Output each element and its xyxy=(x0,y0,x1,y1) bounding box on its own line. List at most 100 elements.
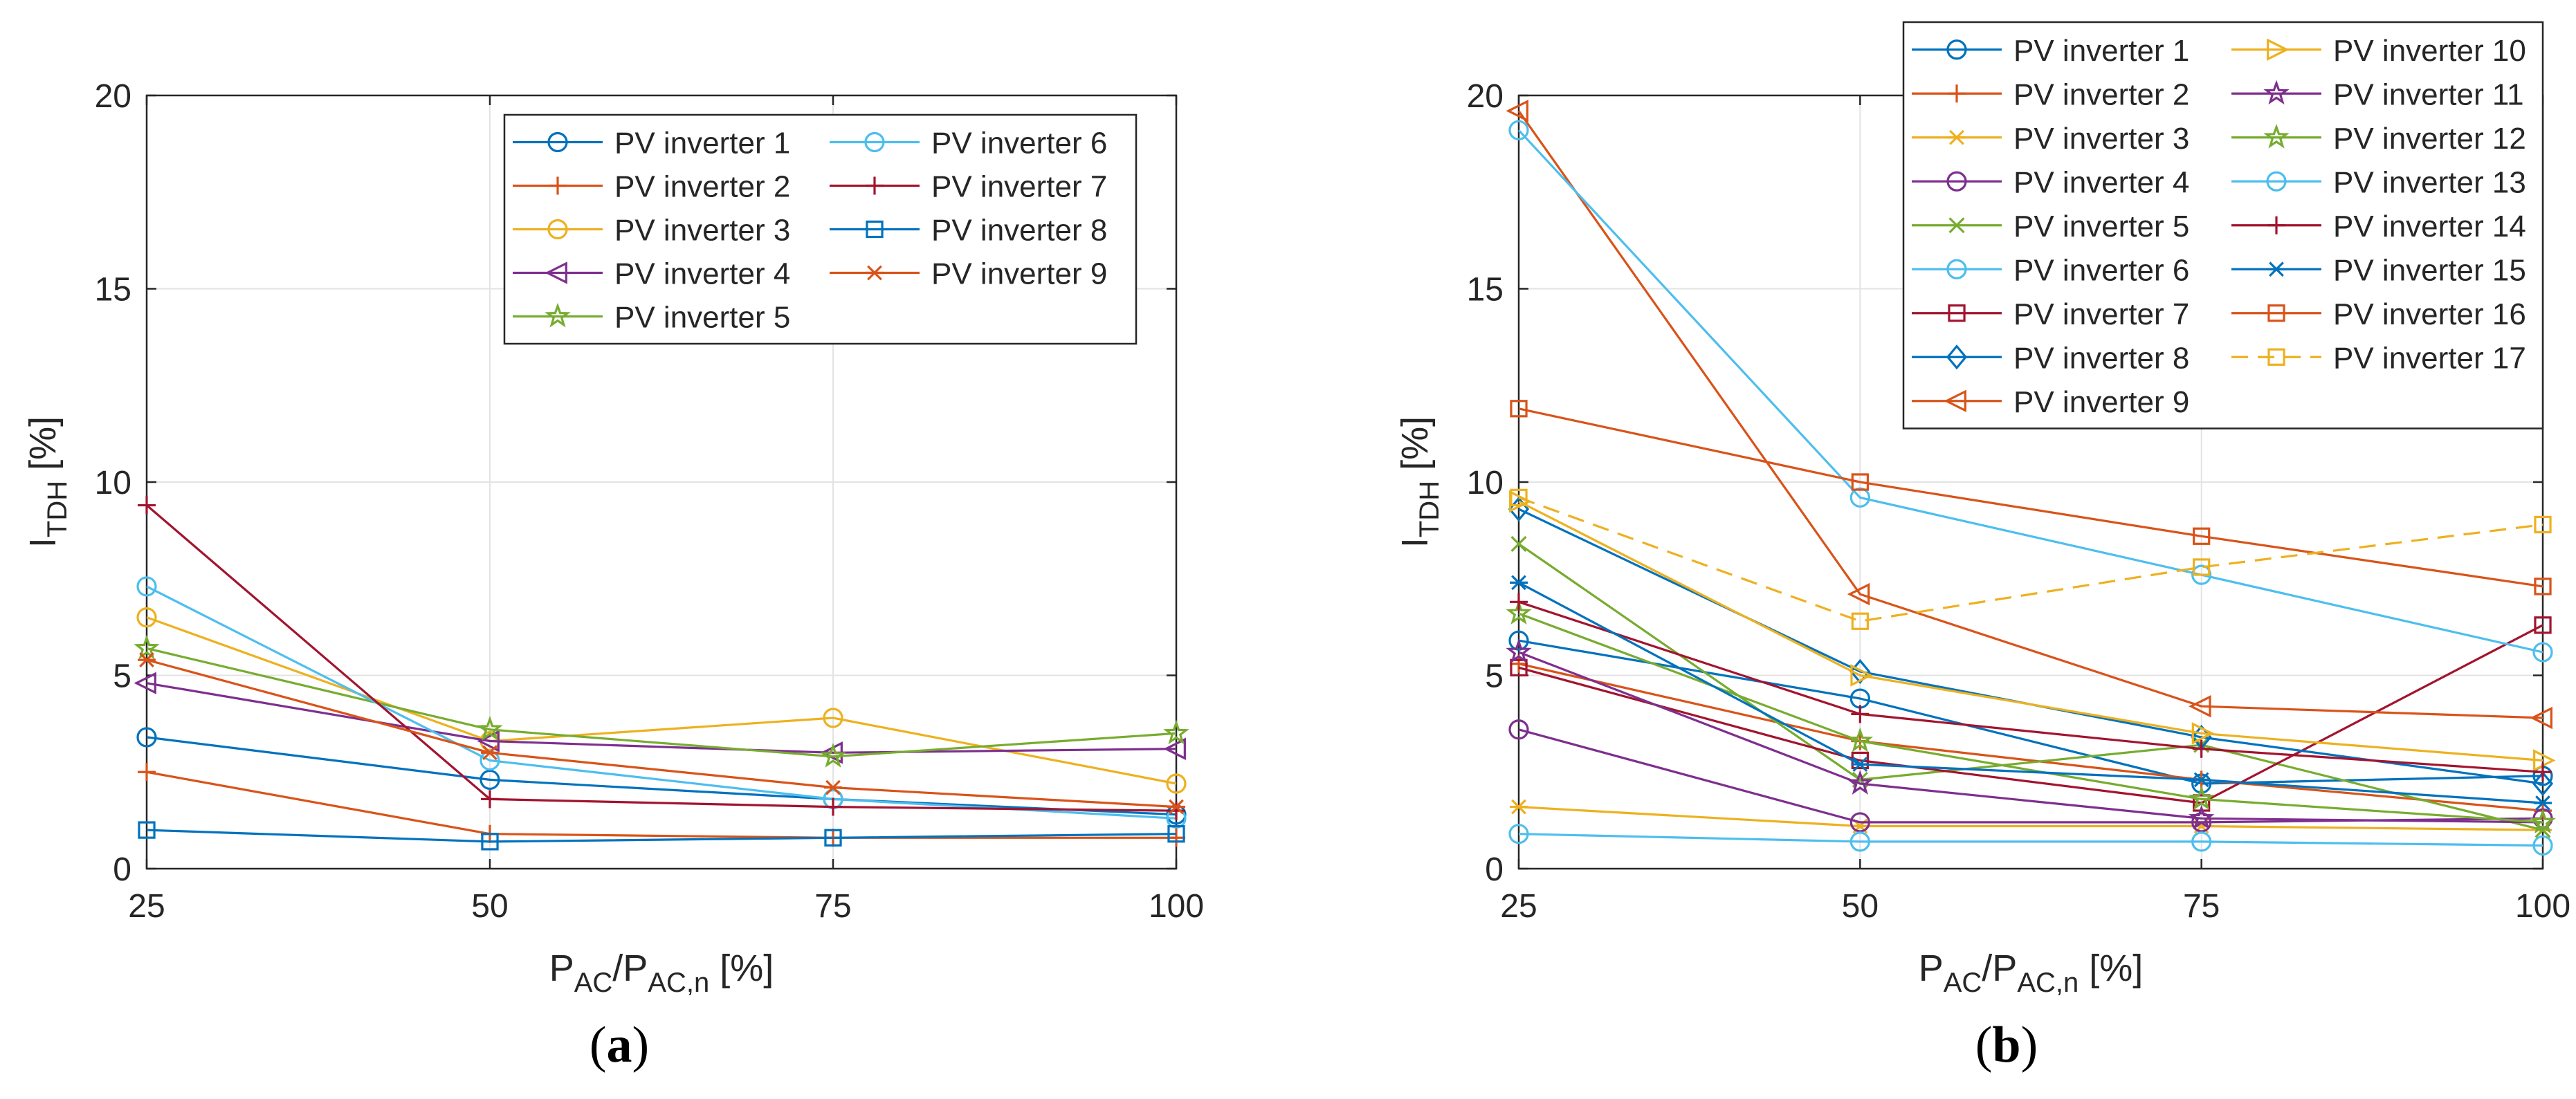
legend-item: PV inverter 11 xyxy=(2231,77,2524,111)
data-point xyxy=(823,708,843,728)
series-line xyxy=(1518,806,2543,831)
legend-swatch-marker xyxy=(545,302,571,328)
y-axis-label-unit: [%] xyxy=(1394,416,1436,481)
panel-caption: (b) xyxy=(1975,1017,2038,1073)
y-tick-label: 0 xyxy=(1485,851,1504,888)
legend-swatch-marker xyxy=(2267,261,2285,277)
legend-label: PV inverter 16 xyxy=(2333,297,2526,331)
data-point xyxy=(1849,487,1870,508)
y-tick-label: 20 xyxy=(1467,78,1504,115)
legend-item: PV inverter 7 xyxy=(1912,297,2189,331)
data-point xyxy=(2189,694,2211,718)
data-point xyxy=(2188,804,2215,830)
legend-swatch-marker xyxy=(864,131,885,153)
legend-swatch-marker xyxy=(1948,129,1966,145)
data-point xyxy=(481,790,499,809)
y-tick-label: 0 xyxy=(113,851,131,888)
legend-item: PV inverter 6 xyxy=(1912,253,2189,287)
legend-item: PV inverter 2 xyxy=(1912,77,2189,111)
series-6 xyxy=(1508,824,2553,856)
legend-item: PV inverter 4 xyxy=(1912,165,2189,199)
series-8 xyxy=(138,821,1185,851)
legend-swatch-marker xyxy=(1946,171,1967,192)
legend-swatch-marker xyxy=(1946,259,1967,279)
legend-swatch-marker xyxy=(547,219,568,240)
legend-swatch-marker xyxy=(549,176,567,195)
data-point xyxy=(824,797,842,816)
legend-swatch-marker xyxy=(1948,304,1966,322)
data-point xyxy=(1167,825,1185,843)
series-line xyxy=(1518,663,2543,812)
legend-label: PV inverter 11 xyxy=(2333,77,2524,111)
data-point xyxy=(136,727,157,748)
series-11 xyxy=(1506,638,2556,833)
legend-label: PV inverter 9 xyxy=(2013,385,2189,419)
caption-open-paren: ( xyxy=(1975,1017,1993,1073)
legend-label: PV inverter 5 xyxy=(614,301,790,335)
legend-item: PV inverter 15 xyxy=(2231,253,2526,287)
series-line xyxy=(146,682,1177,754)
series-line xyxy=(146,829,1177,843)
legend-item: PV inverter 3 xyxy=(1912,122,2189,156)
data-point xyxy=(2193,527,2211,545)
legend-item: PV inverter 3 xyxy=(513,214,790,248)
legend-item: PV inverter 6 xyxy=(830,127,1107,160)
y-axis-label-sub: TDH xyxy=(42,481,73,537)
y-axis-label: ITDH [%] xyxy=(1394,416,1445,548)
legend-item: PV inverter 7 xyxy=(830,170,1107,204)
data-point xyxy=(2534,616,2552,634)
y-axis-label-unit: [%] xyxy=(22,416,64,481)
series-line xyxy=(1518,581,2543,804)
series-line xyxy=(1518,833,2543,847)
legend-item: PV inverter 8 xyxy=(1912,341,2189,375)
legend-label: PV inverter 14 xyxy=(2333,210,2526,243)
data-point xyxy=(481,745,499,761)
legend-swatch-marker xyxy=(2263,80,2290,105)
legend-item: PV inverter 2 xyxy=(513,170,790,204)
series-line xyxy=(146,658,1177,809)
y-tick-label: 5 xyxy=(1485,658,1504,695)
legend-label: PV inverter 9 xyxy=(931,257,1107,291)
x-axis-label-sub1: AC xyxy=(1944,968,1982,998)
data-point xyxy=(1849,812,1870,833)
x-axis-label: PAC/PAC,n [%] xyxy=(549,948,774,998)
legend-item: PV inverter 10 xyxy=(2231,34,2526,68)
legend-swatch-marker xyxy=(2267,216,2285,234)
data-point xyxy=(1510,535,1527,552)
data-point xyxy=(138,652,156,668)
x-axis-label-main: P xyxy=(1919,948,1944,989)
data-point xyxy=(1508,120,1529,140)
data-point xyxy=(1510,400,1528,418)
data-point xyxy=(824,779,842,795)
legend-swatch-marker xyxy=(2267,348,2285,366)
data-point xyxy=(1851,757,1870,772)
caption-open-paren: ( xyxy=(590,1017,607,1073)
caption-close-paren: ) xyxy=(2021,1017,2038,1073)
data-point xyxy=(477,716,503,741)
x-axis-label-unit: [%] xyxy=(709,948,774,989)
series-5 xyxy=(134,634,1189,768)
data-point xyxy=(2534,795,2552,811)
data-point xyxy=(2191,564,2212,585)
data-point xyxy=(824,829,842,847)
data-point xyxy=(1167,829,1185,847)
data-point xyxy=(2532,835,2553,856)
series-9 xyxy=(1506,100,2552,730)
y-axis-label-main: I xyxy=(22,537,64,548)
legend-swatch-marker xyxy=(547,131,568,153)
y-axis-label-main: I xyxy=(1394,537,1436,548)
legend-label: PV inverter 4 xyxy=(614,257,790,291)
legend-swatch-marker xyxy=(1948,84,1966,103)
legend-swatch-marker xyxy=(1946,344,1968,370)
data-point xyxy=(136,607,157,628)
legend-item: PV inverter 9 xyxy=(1912,385,2189,419)
series-group xyxy=(134,496,1189,851)
series-line xyxy=(1518,639,2543,785)
data-point xyxy=(1510,488,1528,507)
series-line xyxy=(146,647,1177,758)
x-tick-label: 75 xyxy=(2183,888,2220,925)
legend-swatch-marker xyxy=(1946,39,1967,60)
data-point xyxy=(136,576,157,597)
